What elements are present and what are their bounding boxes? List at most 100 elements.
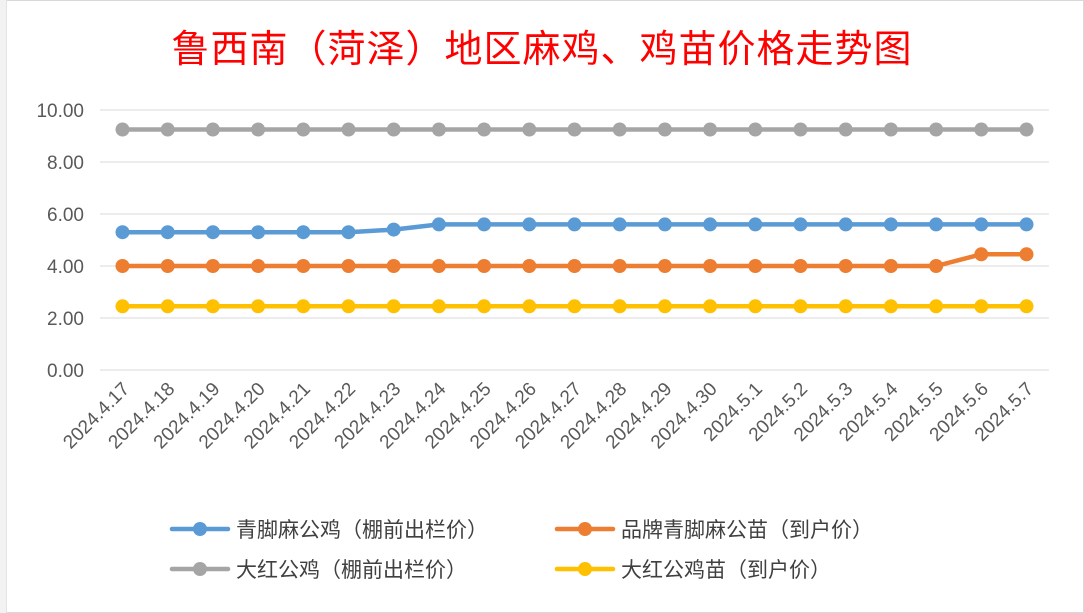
data-point (748, 299, 763, 314)
data-point (883, 122, 898, 137)
data-point (251, 122, 266, 137)
legend-swatch-marker (578, 562, 592, 576)
data-point (251, 259, 266, 273)
data-point (974, 299, 989, 314)
data-point (431, 122, 446, 137)
data-point (477, 259, 492, 273)
data-point (477, 299, 492, 314)
data-point (251, 299, 266, 314)
data-point (883, 299, 898, 314)
data-point (657, 217, 672, 232)
data-point (929, 122, 944, 137)
data-point (838, 122, 853, 137)
data-point (477, 122, 492, 137)
y-tick-label: 2.00 (47, 309, 84, 330)
data-point (160, 299, 175, 314)
data-point (974, 247, 989, 262)
data-point (838, 299, 853, 314)
data-point (567, 122, 582, 137)
data-point (1019, 122, 1034, 137)
data-point (296, 299, 311, 314)
y-tick-label: 4.00 (47, 257, 84, 278)
data-point (883, 217, 898, 232)
data-point (296, 122, 311, 137)
legend-label: 大红公鸡（棚前出栏价） (236, 558, 467, 582)
data-point (793, 217, 808, 232)
data-point (612, 259, 627, 273)
data-point (657, 299, 672, 314)
data-point (115, 259, 130, 273)
data-point (477, 217, 492, 232)
data-point (612, 122, 627, 137)
data-point (251, 225, 266, 240)
legend-label: 青脚麻公鸡（棚前出栏价） (236, 518, 488, 542)
data-point (612, 299, 627, 314)
data-point (115, 225, 130, 240)
data-point (974, 122, 989, 137)
data-point (205, 259, 220, 273)
data-point (160, 225, 175, 240)
data-point (838, 217, 853, 232)
data-point (929, 259, 944, 273)
data-point (341, 299, 356, 314)
data-point (205, 299, 220, 314)
data-point (522, 122, 537, 137)
data-point (1019, 217, 1034, 232)
data-point (838, 259, 853, 273)
data-point (1019, 299, 1034, 314)
data-point (205, 122, 220, 137)
y-tick-label: 10.00 (36, 101, 84, 122)
data-point (748, 122, 763, 137)
data-point (386, 222, 401, 237)
legend-swatch-marker (193, 522, 207, 536)
legend-swatch-marker (193, 562, 207, 576)
data-point (883, 259, 898, 273)
data-point (386, 259, 401, 273)
data-point (703, 259, 718, 273)
data-point (160, 122, 175, 137)
data-point (386, 122, 401, 137)
data-point (657, 122, 672, 137)
data-point (522, 259, 537, 273)
data-point (567, 217, 582, 232)
data-point (567, 259, 582, 273)
data-point (929, 299, 944, 314)
data-point (703, 122, 718, 137)
data-point (522, 299, 537, 314)
data-point (431, 299, 446, 314)
data-point (160, 259, 175, 273)
data-point (974, 217, 989, 232)
legend-swatch-marker (578, 522, 592, 536)
data-point (341, 225, 356, 240)
data-point (115, 299, 130, 314)
y-tick-label: 6.00 (47, 205, 84, 226)
data-point (296, 259, 311, 273)
data-point (793, 299, 808, 314)
data-point (929, 217, 944, 232)
chart-title: 鲁西南（菏泽）地区麻鸡、鸡苗价格走势图 (171, 27, 913, 71)
data-point (431, 259, 446, 273)
data-point (522, 217, 537, 232)
data-point (793, 122, 808, 137)
page-edge (0, 0, 7, 613)
data-point (386, 299, 401, 314)
data-point (748, 217, 763, 232)
legend-label: 品牌青脚麻公苗（到户价） (621, 518, 873, 542)
data-point (657, 259, 672, 273)
y-tick-label: 8.00 (47, 153, 84, 174)
data-point (115, 122, 130, 137)
data-point (296, 225, 311, 240)
data-point (703, 299, 718, 314)
legend-label: 大红公鸡苗（到户价） (621, 558, 831, 582)
data-point (341, 122, 356, 137)
data-point (793, 259, 808, 273)
data-point (567, 299, 582, 314)
data-point (1019, 247, 1034, 262)
data-point (748, 259, 763, 273)
data-point (431, 217, 446, 232)
y-tick-label: 0.00 (47, 361, 84, 382)
data-point (703, 217, 718, 232)
data-point (341, 259, 356, 273)
data-point (612, 217, 627, 232)
